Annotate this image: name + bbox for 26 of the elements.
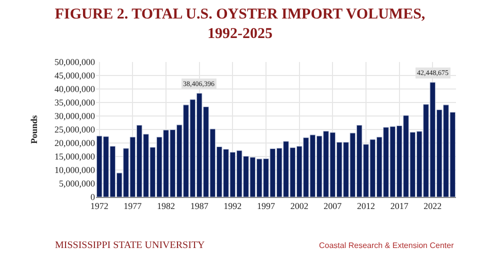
- y-tick-label: 0: [90, 192, 96, 202]
- chart-title: FIGURE 2. TOTAL U.S. OYSTER IMPORT VOLUMES, 1992-2025: [54, 6, 426, 42]
- y-tick-label: 40,000,000: [54, 84, 96, 94]
- x-tick-label: 2022: [424, 200, 442, 211]
- x-tick-label: 2007: [324, 200, 342, 211]
- y-tick-label: 5,000,000: [59, 178, 96, 189]
- y-tick-label: 35,000,000: [54, 98, 96, 108]
- x-tick-label: 1972: [90, 200, 108, 211]
- y-tick-label: 45,000,000: [54, 70, 96, 81]
- text: Coastal Research & Extension Center: [319, 241, 454, 250]
- x-tick-label: 2012: [357, 200, 375, 211]
- x-tick-label: 2002: [290, 200, 308, 211]
- y-tick-label: 50,000,000: [54, 57, 96, 68]
- x-tick-label: 1987: [190, 200, 209, 211]
- x-tick-label: 1992: [224, 200, 242, 211]
- text: MISSISSIPPI STATE UNIVERSITY: [55, 240, 205, 251]
- y-tick-label: 20,000,000: [54, 138, 96, 148]
- x-tick-label: 1982: [157, 200, 175, 211]
- y-axis-title: Pounds: [28, 114, 39, 144]
- y-tick-label: 25,000,000: [54, 124, 96, 135]
- x-tick-label: 1997: [257, 200, 276, 211]
- y-tick-label: 10,000,000: [54, 165, 96, 176]
- x-tick-label: 1977: [124, 200, 142, 211]
- y-tick-label: 30,000,000: [54, 111, 96, 122]
- x-tick-label: 2017: [390, 200, 409, 211]
- y-tick-label: 15,000,000: [54, 152, 96, 162]
